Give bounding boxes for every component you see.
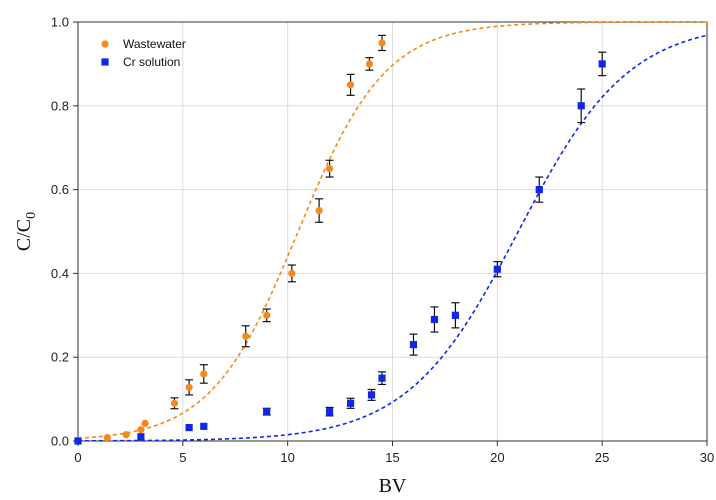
data-point [141,419,149,428]
data-point [170,399,179,407]
fit-curve-wastewater [78,21,707,440]
legend-marker [101,58,109,66]
y-axis-title-subscript: 0 [24,212,39,219]
y-axis-title-main: C/C [13,219,35,251]
axes: 0 5 10 15 20 25 30 0.0 0.2 0.4 0.6 0.8 1.0 [51,15,714,466]
data-point [200,370,208,378]
x-axis-title: BV [379,475,407,497]
data-point [365,60,374,68]
legend-label: Wastewater [123,37,186,51]
data-point [103,434,111,442]
data-point [346,399,355,407]
legend-marker [101,40,109,48]
series-cr-solution [74,51,607,445]
data-point [409,341,418,349]
x-tick-label: 20 [490,450,504,465]
legend: Wastewater Cr solution [101,37,186,69]
data-point [535,186,543,194]
data-point [242,332,250,340]
y-tick-label: 0.0 [51,434,69,449]
data-point [367,391,376,399]
data-point [122,431,130,439]
data-point [185,383,193,391]
y-axis-title: C/C0 [13,212,39,251]
data-point [378,374,386,382]
y-tick-label: 0.8 [51,98,69,113]
legend-item: Cr solution [101,55,180,69]
x-tick-label: 15 [385,450,399,465]
data-point [451,311,459,319]
data-point [577,102,585,110]
data-point [315,206,323,215]
data-points [74,34,607,445]
y-tick-label: 1.0 [51,15,69,30]
fit-curve-cr-solution [78,34,707,441]
data-point [263,408,271,416]
data-point [74,437,82,445]
legend-item: Wastewater [101,37,186,51]
y-tick-label: 0.4 [51,266,69,281]
legend-label: Cr solution [123,55,180,69]
data-point [378,39,386,47]
data-point [493,265,501,273]
x-tick-label: 30 [700,450,714,465]
x-tick-label: 0 [74,450,81,465]
data-point [430,315,439,324]
series-wastewater [74,34,387,445]
x-tick-label: 10 [280,450,294,465]
data-point [598,60,606,68]
data-point [137,433,145,441]
grid-layer [78,22,707,441]
data-point [185,423,193,432]
data-point [137,426,145,434]
data-point [326,408,334,416]
data-point [326,165,334,173]
fit-curves [78,21,707,441]
data-point [288,269,296,277]
data-point [346,81,355,89]
y-tick-label: 0.2 [51,350,69,365]
x-tick-label: 25 [595,450,609,465]
data-point [200,422,208,430]
data-point [263,311,271,319]
y-tick-label: 0.6 [51,182,69,197]
x-tick-label: 5 [179,450,186,465]
